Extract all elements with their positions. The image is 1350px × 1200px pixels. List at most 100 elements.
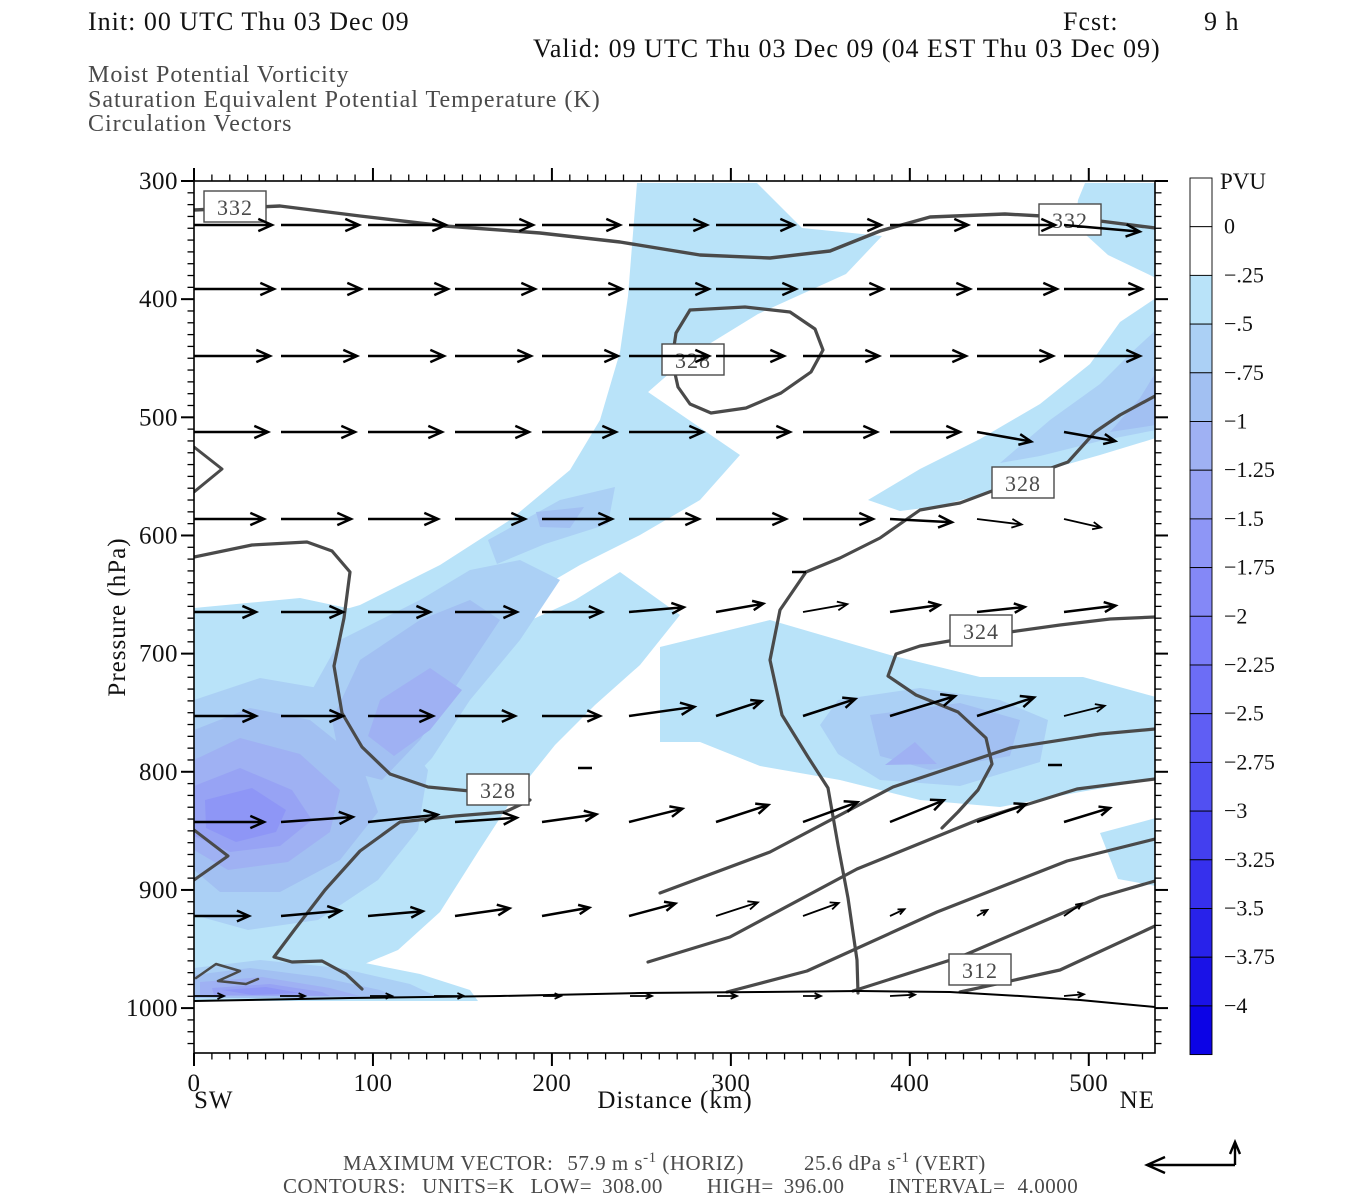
colorbar-tick-label: −3: [1224, 798, 1247, 823]
circulation-vector-arrow: [368, 604, 434, 620]
colorbar-title: PVU: [1220, 169, 1266, 194]
contour-label-layer: 332 332 328 328 324 328 312: [203, 190, 1102, 986]
mpv-shaded-region-level-6: [205, 788, 286, 842]
x-tick-label: 200: [532, 1070, 571, 1097]
circulation-vector-arrow: [454, 811, 520, 826]
colorbar-cell: [1189, 664, 1213, 715]
circulation-vector-arrow: [716, 217, 798, 233]
circulation-vector-arrow: [630, 992, 655, 1000]
circulation-vector-arrow: [281, 604, 347, 620]
contour-interval-value: 4.0000: [1017, 1174, 1078, 1198]
circulation-vector-arrow: [1063, 430, 1119, 446]
circulation-vector-arrow: [368, 424, 446, 440]
circulation-vector-arrow: [977, 348, 1057, 364]
x-axis-left-end-label: SW: [194, 1087, 234, 1114]
mpv-shaded-region-level-1: [620, 183, 882, 392]
circulation-vector-arrow: [803, 281, 887, 297]
circulation-vector-arrow: [455, 511, 529, 527]
circulation-vector-arrow: [1064, 348, 1144, 364]
circulation-vector-arrow: [542, 511, 616, 527]
circulation-vector-arrow: [803, 511, 877, 527]
colorbar-cell: [1189, 518, 1213, 569]
circulation-vector-arrow: [367, 808, 441, 824]
colorbar-tick-label: −4: [1224, 993, 1247, 1018]
contour-label-value: 324: [963, 619, 999, 644]
x-axis-title: Distance (km): [597, 1087, 752, 1114]
contour-label-box: [991, 466, 1055, 499]
circulation-vector-arrow: [541, 903, 593, 918]
theta-es-contour: [194, 962, 260, 986]
contour-label-box: [1038, 203, 1102, 236]
y-tick-label: 900: [139, 877, 178, 904]
colorbar-cell: [1189, 372, 1213, 422]
circulation-vector-arrow: [889, 991, 918, 999]
max-vector-legend: MAXIMUM VECTOR: 57.9 m s-1 (HORIZ) 25.6 dP…: [343, 1150, 986, 1175]
x-tick-label: 500: [1069, 1070, 1108, 1097]
circulation-vector-arrow: [1063, 991, 1087, 999]
theta-es-contour-layer: [194, 204, 1155, 1008]
colorbar-tick-label: −.5: [1224, 311, 1253, 336]
contour-units: UNITS=K: [422, 1174, 514, 1198]
circulation-vector-arrow: [716, 424, 794, 440]
theta-es-contour: [194, 445, 224, 494]
colorbar-cell: [1189, 567, 1213, 617]
x-axis-right-end-label: NE: [1120, 1087, 1155, 1114]
circulation-vector-arrow: [194, 814, 268, 830]
max-vector-label: MAXIMUM VECTOR:: [343, 1151, 553, 1175]
circulation-vector-arrow: [803, 424, 881, 440]
circulation-vector-arrow: [976, 430, 1035, 446]
circulation-vector-arrow: [976, 694, 1037, 718]
colorbar-cell: [1189, 1005, 1213, 1056]
circulation-vector-arrow: [194, 424, 272, 440]
circulation-vector-arrow: [370, 992, 395, 1000]
contour-label-box: [949, 614, 1013, 647]
circulation-vector-arrow: [368, 708, 437, 724]
circulation-vector-arrow: [454, 903, 513, 918]
circulation-vector-arrow: [977, 217, 1059, 233]
reference-vector-legend: [1144, 1138, 1242, 1175]
circulation-vector-arrow: [716, 348, 788, 364]
axes-layer: 0 100 200 300 400 500 300 400 500 600 700 800 900 100…: [126, 168, 1168, 1097]
colorbar-tick-label: −1.25: [1224, 457, 1275, 482]
circulation-vector-arrow: [629, 281, 713, 297]
circulation-vector-arrow: [889, 514, 955, 529]
circulation-vector-arrow: [194, 992, 227, 1000]
circulation-vector-arrow: [455, 604, 521, 620]
circulation-vector-arrow: [281, 217, 363, 233]
circulation-vector-arrow: [715, 900, 760, 917]
circulation-vector-layer: [194, 217, 1146, 1000]
circulation-vector-arrow: [542, 281, 626, 297]
colorbar-tick-label: −3.75: [1224, 944, 1275, 969]
circulation-vector-arrow: [716, 281, 800, 297]
circulation-vector-arrow: [890, 217, 972, 233]
circulation-vector-arrow: [1063, 600, 1119, 614]
circulation-vector-arrow: [281, 511, 355, 527]
circulation-vector-arrow: [194, 708, 260, 724]
colorbar-cell: [1189, 421, 1213, 471]
circulation-vector-arrow: [281, 424, 359, 440]
surface-line: [194, 989, 1155, 1008]
circulation-vector-arrow: [541, 809, 600, 824]
field-title-mpv: Moist Potential Vorticity: [88, 62, 349, 88]
circulation-vector-arrow: [194, 511, 268, 527]
circulation-vector-arrow: [889, 798, 947, 824]
reference-vector-horizontal-arrow: [1144, 1155, 1235, 1175]
circulation-vector-arrow: [802, 799, 861, 824]
circulation-vector-arrow: [542, 424, 620, 440]
mpv-shaded-region-level-4: [885, 742, 937, 765]
circulation-vector-arrow: [194, 348, 274, 364]
contour-high-label: HIGH=: [707, 1174, 774, 1198]
circulation-vector-arrow: [280, 904, 344, 919]
circulation-vector-arrow: [194, 217, 276, 233]
y-tick-label: 600: [139, 522, 178, 549]
circulation-vector-arrow: [368, 281, 452, 297]
max-vector-horiz-exponent: -1: [643, 1150, 657, 1166]
circulation-vector-arrow: [890, 348, 970, 364]
plot-border: [193, 180, 1156, 1054]
contours-label: CONTOURS:: [283, 1174, 406, 1198]
circulation-vector-arrow: [802, 600, 850, 613]
circulation-vector-arrow: [629, 424, 707, 440]
max-vector-horiz-tag: (HORIZ): [657, 1151, 744, 1175]
circulation-vector-arrow: [455, 281, 539, 297]
